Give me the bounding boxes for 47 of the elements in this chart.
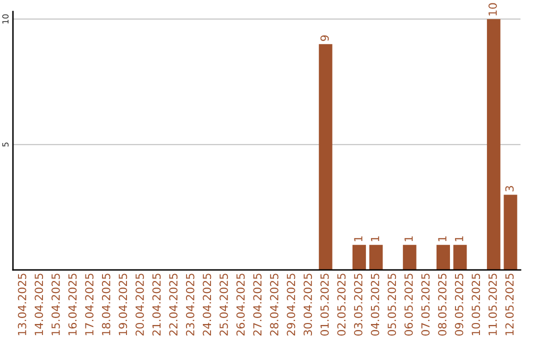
x-tick-label: 12.05.2025 [505,274,514,336]
y-tick-label: 5 [2,142,9,147]
x-tick-label: 22.04.2025 [169,274,178,336]
x-tick-label: 24.04.2025 [202,274,212,336]
bar [504,194,518,270]
data-label: 1 [404,236,413,242]
x-tick-label: 01.05.2025 [320,274,329,336]
x-tick-label: 11.05.2025 [488,274,497,336]
bar [352,244,366,270]
x-tick-label: 07.05.2025 [421,274,430,336]
x-tick-label: 02.05.2025 [337,274,346,336]
x-tick-label: 19.04.2025 [118,274,128,336]
data-label: 1 [438,236,446,242]
data-label: 1 [455,236,464,242]
x-tick-label: 08.05.2025 [438,274,446,336]
x-tick-label: 06.05.2025 [404,274,413,336]
x-tick-label: 29.04.2025 [286,274,296,336]
x-tick-label: 10.05.2025 [472,274,480,336]
x-tick-label: 23.04.2025 [186,274,194,336]
x-tick-label: 16.04.2025 [68,274,77,336]
x-tick-label: 17.04.2025 [85,274,94,336]
x-tick-label: 28.04.2025 [270,274,278,336]
x-tick-label: 18.04.2025 [102,274,110,336]
data-label: 3 [505,186,514,192]
x-tick-label: 03.05.2025 [354,274,362,336]
bar [436,244,450,270]
data-label: 10 [488,3,497,16]
x-tick-label: 27.04.2025 [253,274,262,336]
x-tick-label: 14.04.2025 [34,274,44,336]
x-tick-label: 26.04.2025 [236,274,245,336]
x-tick-label: 13.04.2025 [18,274,26,336]
bar [453,244,467,270]
x-tick-label: 25.04.2025 [220,274,228,336]
bar [369,244,383,270]
bar [402,244,416,270]
x-tick-label: 30.04.2025 [304,274,312,336]
x-tick-label: 15.04.2025 [51,274,60,336]
x-tick-label: 21.04.2025 [152,274,161,336]
x-tick-label: 09.05.2025 [454,274,464,336]
data-label: 9 [320,35,329,41]
x-tick-label: 20.04.2025 [136,274,144,336]
bar [318,44,332,270]
data-label: 1 [370,236,380,242]
data-label: 1 [354,236,362,242]
x-tick-label: 05.05.2025 [388,274,396,336]
x-tick-label: 04.05.2025 [370,274,380,336]
bar [486,19,500,270]
